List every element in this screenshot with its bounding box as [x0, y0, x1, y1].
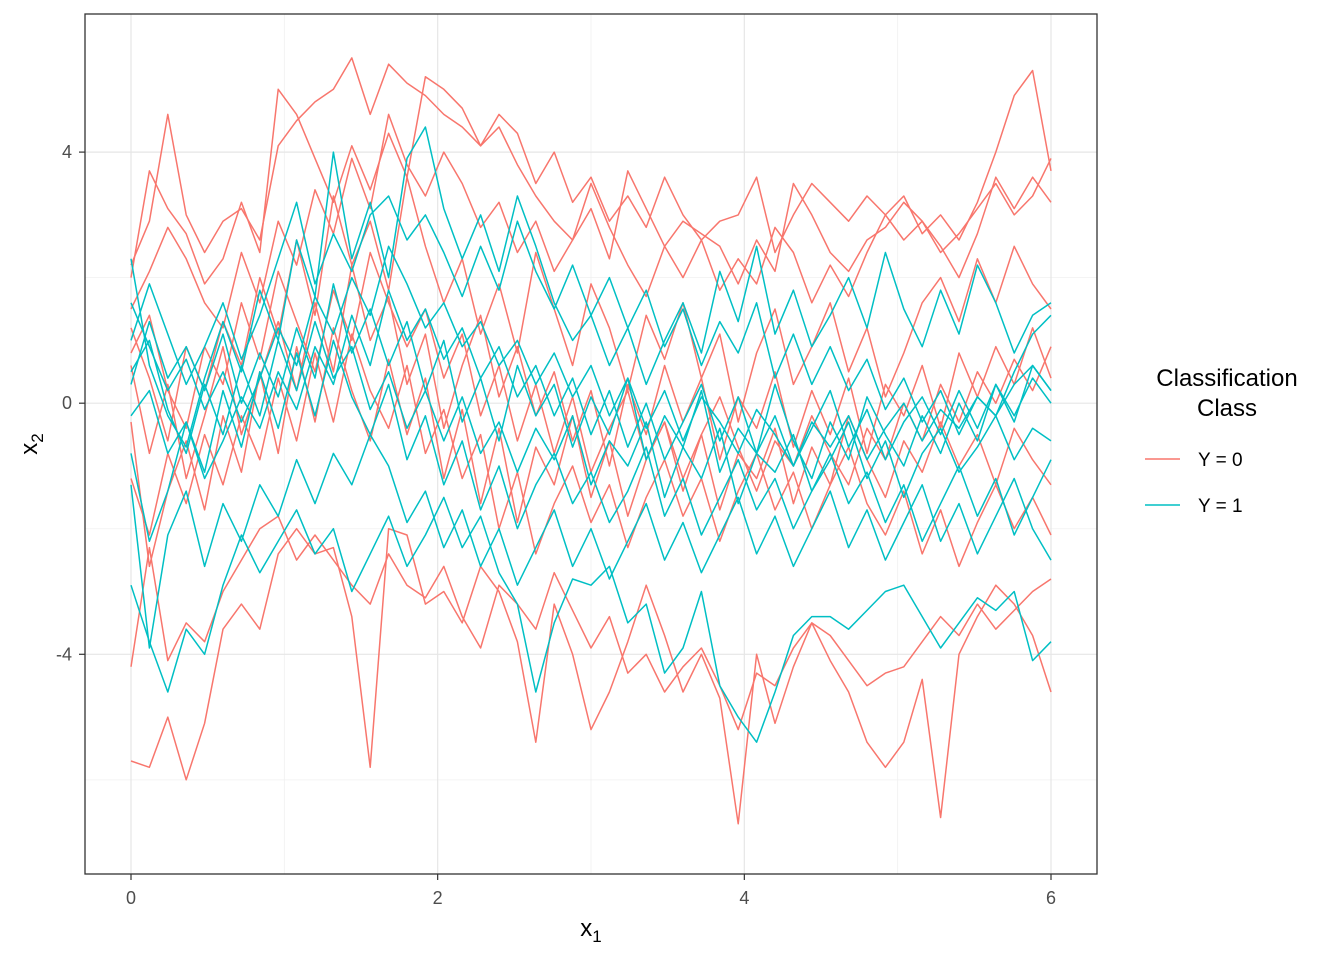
x-tick-label: 0	[126, 888, 136, 908]
x-axis-ticks: 0 2 4 6	[126, 874, 1056, 908]
series-line-y1	[130, 433, 1052, 649]
panel-border	[84, 13, 1098, 875]
x-tick-label: 6	[1046, 888, 1056, 908]
series-line-y1	[130, 320, 1052, 505]
x-axis-title: x1	[580, 915, 601, 946]
series-line-y0	[130, 333, 1052, 568]
series-line-y1	[130, 283, 1052, 480]
series-line-y1	[130, 496, 1052, 743]
y-tick-label: -4	[56, 644, 72, 664]
series-line-y0	[130, 176, 1052, 442]
x-tick-label: 4	[739, 888, 749, 908]
y-axis-title-subscript: 2	[28, 433, 47, 442]
series-line-y1	[130, 195, 1052, 436]
series-line-y0	[130, 57, 1052, 266]
series-line-y1	[130, 245, 1052, 467]
series-line-y1	[130, 339, 1052, 543]
y-axis-ticks: -4 0 4	[56, 142, 85, 664]
series-line-y0	[130, 113, 1052, 329]
series-line-y0	[130, 76, 1052, 285]
y-tick-label: 0	[62, 393, 72, 413]
legend-label-y0: Y = 0	[1198, 450, 1243, 471]
series-line-y0	[130, 264, 1052, 480]
x-axis-title-subscript: 1	[592, 927, 601, 946]
series-line-y0	[130, 327, 1052, 568]
grid	[85, 14, 1097, 874]
x-tick-label: 2	[433, 888, 443, 908]
legend-title-line-2: Class	[1197, 395, 1257, 422]
y-axis-title: x2	[16, 433, 47, 454]
legend: Classification Class Y = 0 Y = 1	[1145, 365, 1298, 517]
series-lines	[130, 57, 1052, 825]
series-line-y0	[130, 527, 1052, 825]
legend-title-line-1: Classification	[1156, 365, 1297, 392]
x-axis-title-main: x	[580, 915, 592, 942]
y-tick-label: 4	[62, 142, 72, 162]
series-line-y1	[130, 289, 1052, 480]
legend-label-y1: Y = 1	[1198, 496, 1243, 517]
y-axis-title-main: x	[16, 443, 43, 455]
